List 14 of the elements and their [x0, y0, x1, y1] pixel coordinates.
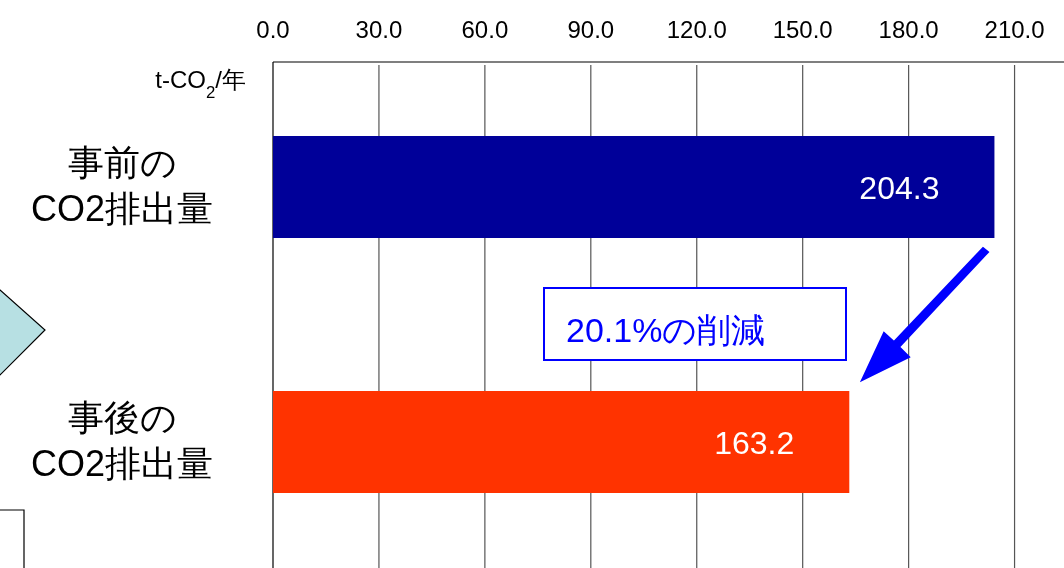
x-tick-label: 210.0	[984, 16, 1045, 43]
data-label: 204.3	[859, 170, 940, 206]
x-tick-label: 60.0	[461, 16, 509, 43]
y-tick-label: 事後の CO2排出量	[30, 397, 214, 484]
y-tick-label: 事前の CO2排出量	[30, 142, 214, 229]
x-tick-label: 90.0	[567, 16, 615, 43]
data-label: 163.2	[714, 425, 795, 461]
annotation: 20.1%の削減	[566, 311, 766, 349]
x-tick-label: 150.0	[772, 16, 833, 43]
x-tick-label: 180.0	[878, 16, 939, 43]
x-tick-label: 0.0	[256, 16, 290, 43]
x-tick-label: 30.0	[355, 16, 403, 43]
x-tick-label: 120.0	[666, 16, 727, 43]
y-axis-title: t-CO$_{2}$/年	[155, 66, 246, 102]
